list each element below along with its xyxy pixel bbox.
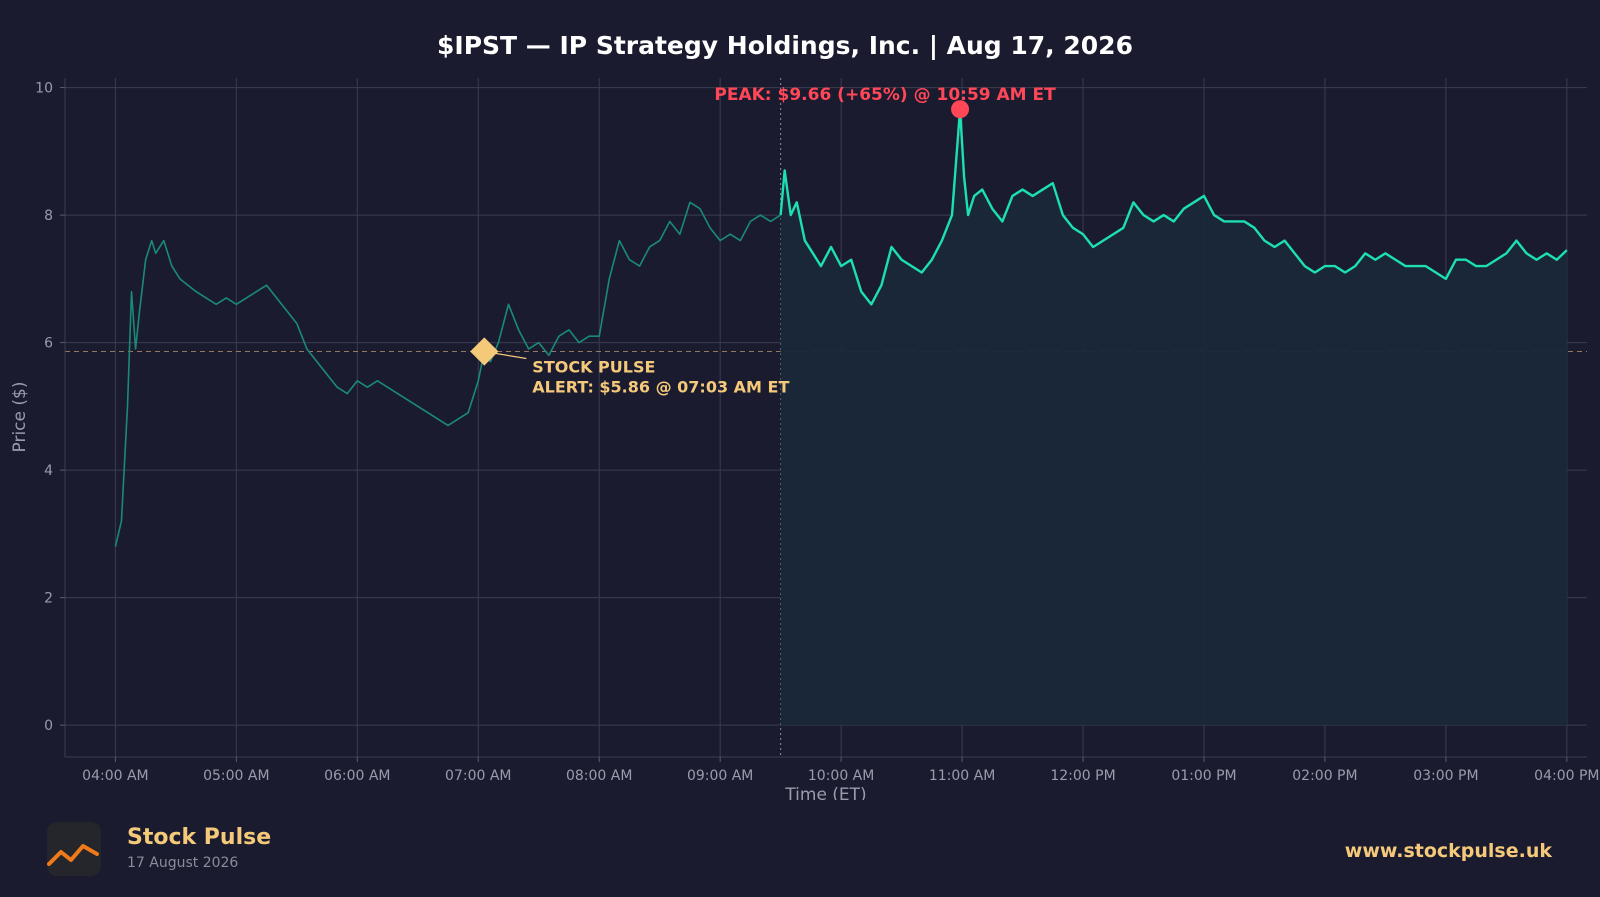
x-axis-label: Time (ET) [784,785,866,800]
x-tick-label: 06:00 AM [324,768,390,784]
x-tick-label: 11:00 AM [929,768,995,784]
regular-session-price-line [779,108,1568,306]
chart-axes: 0 2 4 6 8 10 04:00 AM 05:00 AM 06:00 AM 07:00 AM 0… [35,78,1600,784]
x-tick-label: 01:00 PM [1171,768,1236,784]
alert-label-detail: ALERT: $5.86 @ 07:03 AM ET [532,378,789,397]
footer: Stock Pulse 17 August 2026 www.stockpuls… [0,800,1600,897]
y-tick-label: 6 [44,336,53,352]
chart-title: $IPST — IP Strategy Holdings, Inc. | Aug… [437,31,1133,60]
brand-name: Stock Pulse [127,825,272,850]
x-tick-label: 08:00 AM [566,768,632,784]
y-tick-label: 2 [44,591,53,607]
x-tick-label: 12:00 PM [1050,768,1115,784]
y-axis-label: Price ($) [10,382,30,453]
price-lines [114,108,1568,547]
alert-label-title: STOCK PULSE [532,358,655,377]
y-tick-label: 0 [44,718,53,734]
y-tick-label: 10 [35,81,53,97]
x-tick-label: 10:00 AM [808,768,874,784]
x-tick-label: 09:00 AM [687,768,753,784]
y-tick-label: 8 [44,208,53,224]
premarket-price-line [114,201,782,547]
alert-diamond-marker [470,337,499,366]
price-chart: $IPST — IP Strategy Holdings, Inc. | Aug… [10,31,1600,800]
brand-date: 17 August 2026 [127,855,239,871]
x-tick-label: 04:00 AM [82,768,148,784]
x-tick-label: 04:00 PM [1534,768,1599,784]
peak-label: PEAK: $9.66 (+65%) @ 10:59 AM ET [714,85,1056,105]
x-tick-label: 02:00 PM [1292,768,1357,784]
regular-session-area [780,109,1567,726]
trend-line-icon [47,844,99,866]
x-tick-label: 07:00 AM [445,768,511,784]
website-link[interactable]: www.stockpulse.uk [1344,840,1552,862]
y-tick-label: 4 [44,463,53,479]
x-tick-label: 05:00 AM [203,768,269,784]
chart-annotations: PEAK: $9.66 (+65%) @ 10:59 AM ET STOCK PU… [470,85,1056,397]
logo [47,822,101,876]
x-tick-label: 03:00 PM [1413,768,1478,784]
regular-session-fill [780,109,1567,726]
peak-marker [951,100,970,119]
